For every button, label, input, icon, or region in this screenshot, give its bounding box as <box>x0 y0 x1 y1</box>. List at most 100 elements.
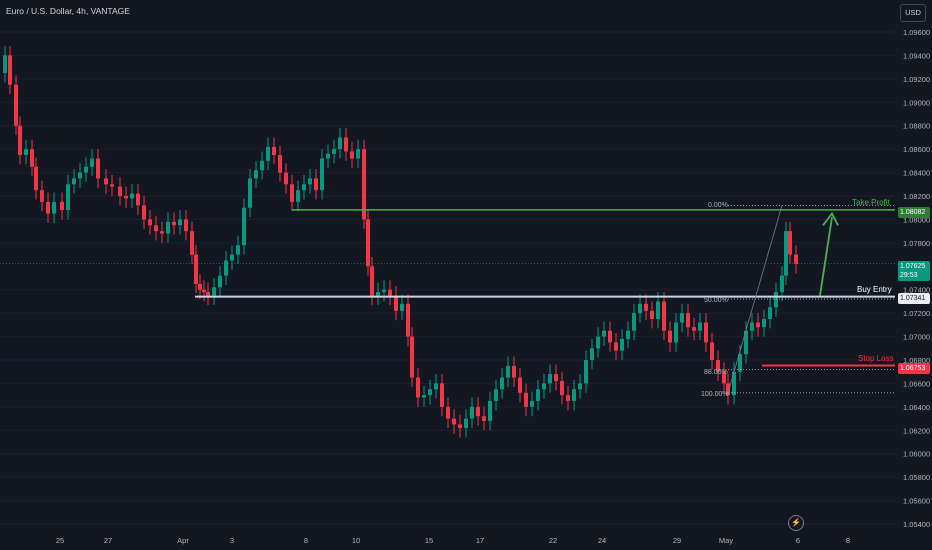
price-axis-tick: 1.07200 <box>903 309 930 318</box>
current-price-tag: 1.07625 29:53 <box>898 261 930 281</box>
candle-body <box>560 381 564 396</box>
candle-body <box>524 392 528 407</box>
fib-100-label: 100.00% <box>701 391 729 398</box>
candle-body <box>172 221 176 226</box>
candle-body <box>464 418 468 428</box>
candle-body <box>284 172 288 185</box>
candle-body <box>410 336 414 378</box>
price-axis-tick: 1.07400 <box>903 286 930 295</box>
candle-body <box>30 149 34 167</box>
candle-body <box>326 153 330 159</box>
time-axis-tick: 22 <box>549 536 557 545</box>
candle-body <box>356 149 360 159</box>
fib-50-label: 50.00% <box>704 297 728 304</box>
candle-body <box>260 160 264 171</box>
candle-body <box>794 254 798 264</box>
candle-body <box>302 184 306 191</box>
candle-body <box>620 338 624 351</box>
price-axis-tick: 1.06400 <box>903 403 930 412</box>
candle-body <box>506 365 510 378</box>
candle-body <box>788 231 792 255</box>
candle-body <box>572 389 576 401</box>
candle-body <box>34 166 38 191</box>
candle-body <box>178 219 182 226</box>
price-axis-tick: 1.06600 <box>903 379 930 388</box>
candle-body <box>78 172 82 179</box>
candle-body <box>40 190 44 202</box>
candle-body <box>668 330 672 343</box>
candle-body <box>422 395 426 398</box>
price-axis-tick: 1.07800 <box>903 239 930 248</box>
projection-arrowhead <box>822 211 839 226</box>
candle-body <box>272 146 276 155</box>
candle-body <box>644 303 648 311</box>
price-axis-tick: 1.08400 <box>903 169 930 178</box>
candle-body <box>296 190 300 202</box>
price-axis-tick: 1.05400 <box>903 520 930 529</box>
candle-body <box>470 406 474 419</box>
candle-body <box>440 383 444 407</box>
candle-body <box>692 327 696 331</box>
candle-body <box>382 289 386 293</box>
candle-body <box>602 330 606 337</box>
take-profit-label: Take Profit <box>852 198 890 207</box>
candle-body <box>242 207 246 246</box>
candle-body <box>452 418 456 425</box>
candle-body <box>578 383 582 390</box>
candle-body <box>278 155 282 173</box>
candle-body <box>24 149 28 155</box>
candle-body <box>136 193 140 206</box>
price-axis-tick: 1.09600 <box>903 28 930 37</box>
candle-body <box>370 266 374 296</box>
time-axis-tick: Apr <box>177 536 189 545</box>
candle-body <box>434 383 438 390</box>
candle-body <box>148 219 152 226</box>
candle-body <box>698 322 702 331</box>
candle-body <box>584 360 588 384</box>
time-axis-tick: 25 <box>56 536 64 545</box>
candle-body <box>18 125 22 155</box>
candle-body <box>500 377 504 390</box>
candle-body <box>190 231 194 255</box>
candle-body <box>224 260 228 276</box>
currency-button[interactable]: USD <box>900 4 926 22</box>
candle-body <box>726 383 730 396</box>
candle-body <box>154 225 158 232</box>
candle-body <box>206 292 210 296</box>
candle-body <box>118 186 122 196</box>
candle-body <box>686 313 690 328</box>
candle-body <box>608 330 612 343</box>
symbol-title[interactable]: Euro / U.S. Dollar, 4h, VANTAGE <box>6 6 130 16</box>
candle-body <box>674 322 678 343</box>
time-axis-tick: 8 <box>304 536 308 545</box>
candle-body <box>14 84 18 126</box>
candle-body <box>344 137 348 152</box>
candle-body <box>488 401 492 421</box>
candle-body <box>476 406 480 417</box>
time-axis-tick: 6 <box>796 536 800 545</box>
candle-body <box>566 395 570 401</box>
candle-body <box>732 371 736 396</box>
candle-body <box>338 137 342 150</box>
candle-body <box>784 231 788 276</box>
fib-88-label: 88.00% <box>704 369 728 376</box>
candle-body <box>388 289 392 296</box>
candle-body <box>744 330 748 355</box>
candle-body <box>3 55 7 73</box>
candle-body <box>780 275 784 293</box>
candle-body <box>84 166 88 173</box>
candle-body <box>52 201 56 214</box>
take-profit-price-tag: 1.08082 <box>898 207 930 218</box>
price-axis-tick: 1.08200 <box>903 192 930 201</box>
candle-body <box>362 149 366 220</box>
candle-body <box>254 170 258 179</box>
candle-body <box>614 342 618 351</box>
candle-body <box>104 178 108 185</box>
fib-0-label: 0.00% <box>708 202 728 209</box>
candle-body <box>124 196 128 199</box>
price-axis-tick: 1.06000 <box>903 450 930 459</box>
candle-body <box>60 201 64 211</box>
candle-body <box>66 184 70 211</box>
lightning-icon[interactable]: ⚡ <box>788 515 804 531</box>
